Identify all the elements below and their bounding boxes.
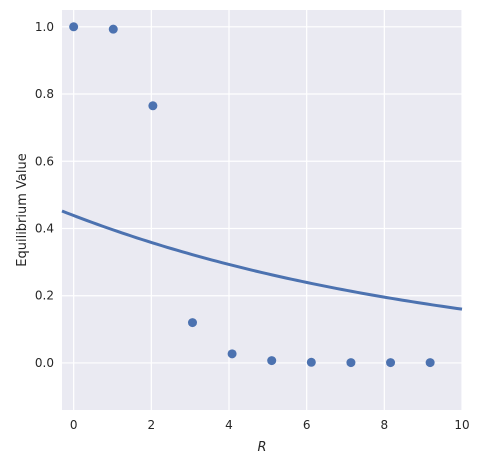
x-tick-label: 2 (148, 418, 156, 432)
x-tick-label: 6 (303, 418, 311, 432)
scatter-point (187, 318, 197, 328)
y-tick-labels: 0.0 0.2 0.4 0.6 0.8 1.0 (35, 20, 54, 370)
scatter-point (425, 358, 435, 368)
scatter-points (69, 22, 435, 368)
y-tick-label: 0.4 (35, 221, 54, 235)
y-tick-label: 0.2 (35, 289, 54, 303)
y-tick-label: 0.6 (35, 154, 54, 168)
x-axis-label: R (257, 440, 266, 455)
scatter-point (148, 101, 158, 111)
scatter-point (108, 24, 118, 34)
x-tick-label: 8 (381, 418, 389, 432)
scatter-point (346, 358, 356, 368)
y-tick-label: 0.8 (35, 87, 54, 101)
y-tick-label: 1.0 (35, 20, 54, 34)
x-tick-labels: 0 2 4 6 8 10 (70, 418, 470, 432)
x-tick-label: 10 (454, 418, 469, 432)
scatter-point (69, 22, 79, 32)
y-axis-label: Equilibrium Value (15, 153, 30, 266)
scatter-point (306, 357, 316, 367)
fit-line (61, 209, 463, 311)
fit-line-group (61, 209, 463, 311)
scatter-point (386, 358, 396, 368)
grid-lines (62, 10, 463, 410)
y-tick-label: 0.0 (35, 356, 54, 370)
x-tick-label: 4 (225, 418, 233, 432)
scatter-point (267, 356, 277, 366)
scatter-point (227, 349, 237, 359)
x-tick-label: 0 (70, 418, 78, 432)
plot-background (62, 10, 462, 410)
